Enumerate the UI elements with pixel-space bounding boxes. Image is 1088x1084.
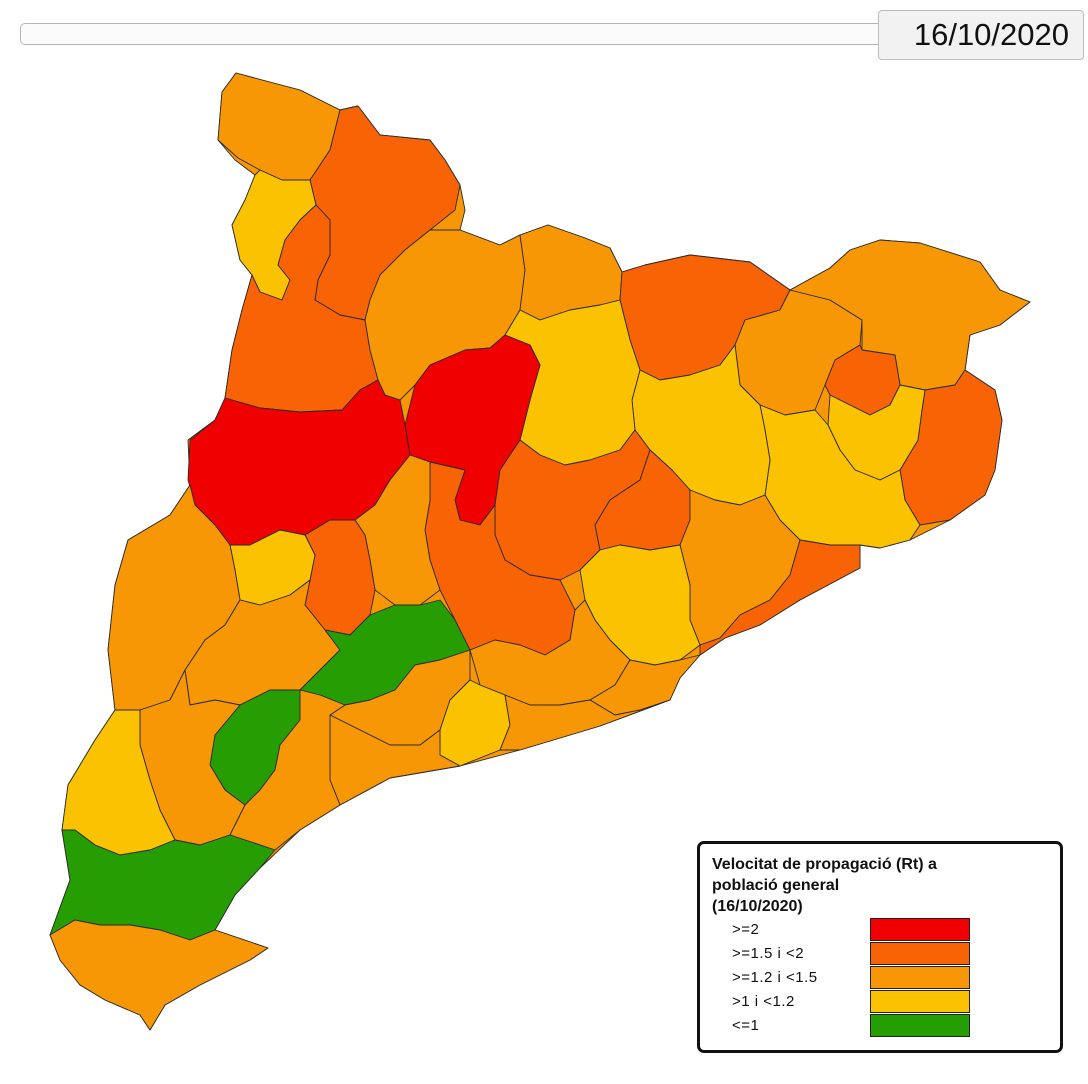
region-montsia — [49, 919, 269, 1031]
legend-item-label: >1 i <1.2 — [732, 993, 795, 1010]
date-display: 16/10/2020 — [878, 10, 1084, 60]
legend-swatch — [870, 918, 970, 941]
legend-swatch — [870, 1014, 970, 1037]
legend-title: Velocitat de propagació (Rt) a població … — [712, 854, 1032, 917]
region-maresme — [699, 539, 861, 656]
legend-title-line: població general — [712, 877, 840, 894]
legend-item: <=1 — [700, 1014, 1060, 1038]
region-baix-penedes — [499, 694, 671, 751]
legend-title-line: Velocitat de propagació (Rt) a — [712, 856, 937, 873]
date-display-text: 16/10/2020 — [913, 17, 1069, 52]
legend-swatch — [870, 942, 970, 965]
legend-item: >1 i <1.2 — [700, 990, 1060, 1014]
legend-item-label: >=2 — [732, 921, 760, 938]
map-legend: Velocitat de propagació (Rt) a població … — [697, 841, 1063, 1053]
legend-item: >=1.2 i <1.5 — [700, 966, 1060, 990]
legend-item-label: >=1.2 i <1.5 — [732, 969, 818, 986]
legend-item: >=2 — [700, 918, 1060, 942]
legend-item-label: <=1 — [732, 1017, 760, 1034]
legend-item-label: >=1.5 i <2 — [732, 945, 805, 962]
legend-title-line: (16/10/2020) — [712, 898, 803, 915]
legend-swatch — [870, 990, 970, 1013]
legend-item: >=1.5 i <2 — [700, 942, 1060, 966]
legend-swatch — [870, 966, 970, 989]
